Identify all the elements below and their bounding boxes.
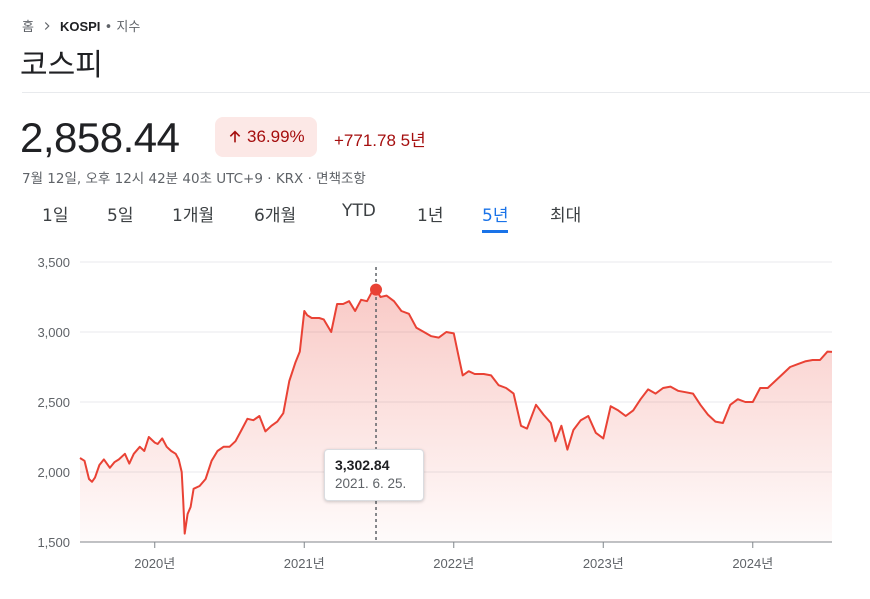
divider: [22, 92, 870, 93]
price-chart[interactable]: 3,500 3,000 2,500 2,000 1,500 2020년 2021년 2022…: [0, 240, 870, 580]
y-tick-label: 2,000: [37, 465, 70, 480]
absolute-change: +771.78 5년: [334, 131, 426, 150]
page-title: 코스피: [20, 48, 103, 83]
price-line: [79, 288, 833, 535]
current-price: 2,858.44: [20, 114, 180, 161]
quote-meta: 7월 12일, 오후 12시 42분 40초 UTC+9 · KRX · 면책조…: [22, 171, 366, 187]
tab-range[interactable]: 1일: [42, 206, 69, 226]
x-tick-label: 2024년: [732, 556, 773, 571]
y-tick-label: 1,500: [37, 535, 70, 550]
y-tick-label: 2,500: [37, 395, 70, 410]
percent-change-badge: 36.99%: [215, 117, 317, 157]
price-area-fill: [80, 289, 832, 542]
tooltip-date: 2021. 6. 25.: [335, 476, 407, 491]
chevron-right-icon: [44, 21, 50, 30]
y-tick-label: 3,500: [37, 255, 70, 270]
chart-tooltip: 3,302.84 2021. 6. 25.: [324, 449, 424, 501]
highlight-point: [370, 283, 383, 296]
tab-range[interactable]: 5년: [482, 199, 509, 233]
breadcrumb-suffix: • 지수: [100, 20, 141, 35]
y-tick-label: 3,000: [37, 325, 70, 340]
tab-range[interactable]: 5일: [107, 206, 134, 226]
x-tick-label: 2023년: [583, 556, 624, 571]
percent-change-value: 36.99%: [247, 127, 305, 146]
tab-range[interactable]: 1년: [417, 206, 444, 226]
breadcrumb-symbol: KOSPI: [59, 19, 101, 34]
tab-range[interactable]: 최대: [550, 206, 582, 226]
tab-range[interactable]: YTD: [342, 201, 376, 221]
arrow-up-icon: [229, 130, 241, 143]
tab-range[interactable]: 1개월: [172, 206, 215, 226]
tab-range[interactable]: 6개월: [254, 206, 297, 226]
tooltip-value: 3,302.84: [335, 457, 390, 473]
x-tick-label: 2022년: [433, 556, 474, 571]
breadcrumb-home-link[interactable]: 홈: [22, 20, 34, 35]
breadcrumb: 홈 KOSPI • 지수: [22, 16, 140, 35]
x-tick-label: 2020년: [134, 556, 175, 571]
x-tick-label: 2021년: [284, 556, 325, 571]
